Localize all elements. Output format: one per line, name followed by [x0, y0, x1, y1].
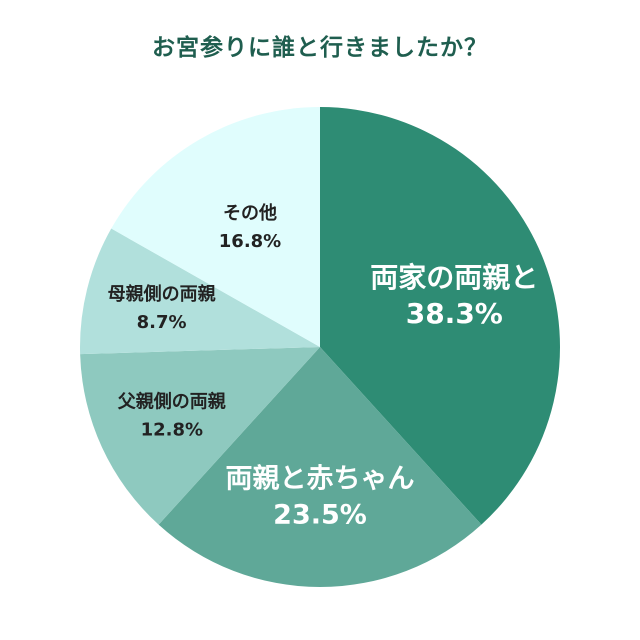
chart-title: お宮参りに誰と行きましたか？: [152, 35, 488, 61]
pie-slice: [111, 107, 320, 347]
slice-value-label: 8.7%: [137, 312, 187, 333]
slice-label: 父親側の両親: [118, 391, 226, 413]
slice-label: その他: [223, 202, 277, 224]
pie-slice: [80, 347, 320, 525]
slice-value-label: 12.8%: [141, 420, 203, 441]
slice-label: 両親と赤ちゃん: [226, 463, 415, 494]
pie-slice: [320, 107, 560, 525]
pie-slice: [80, 228, 320, 355]
slice-label: 両家の両親と: [370, 261, 538, 294]
slice-value-label: 23.5%: [273, 499, 367, 530]
slice-label: 母親側の両親: [108, 283, 216, 305]
slice-value-label: 16.8%: [219, 231, 281, 252]
slice-value-label: 38.3%: [406, 297, 503, 330]
pie-slices: [80, 107, 560, 587]
pie-slice: [158, 347, 482, 587]
